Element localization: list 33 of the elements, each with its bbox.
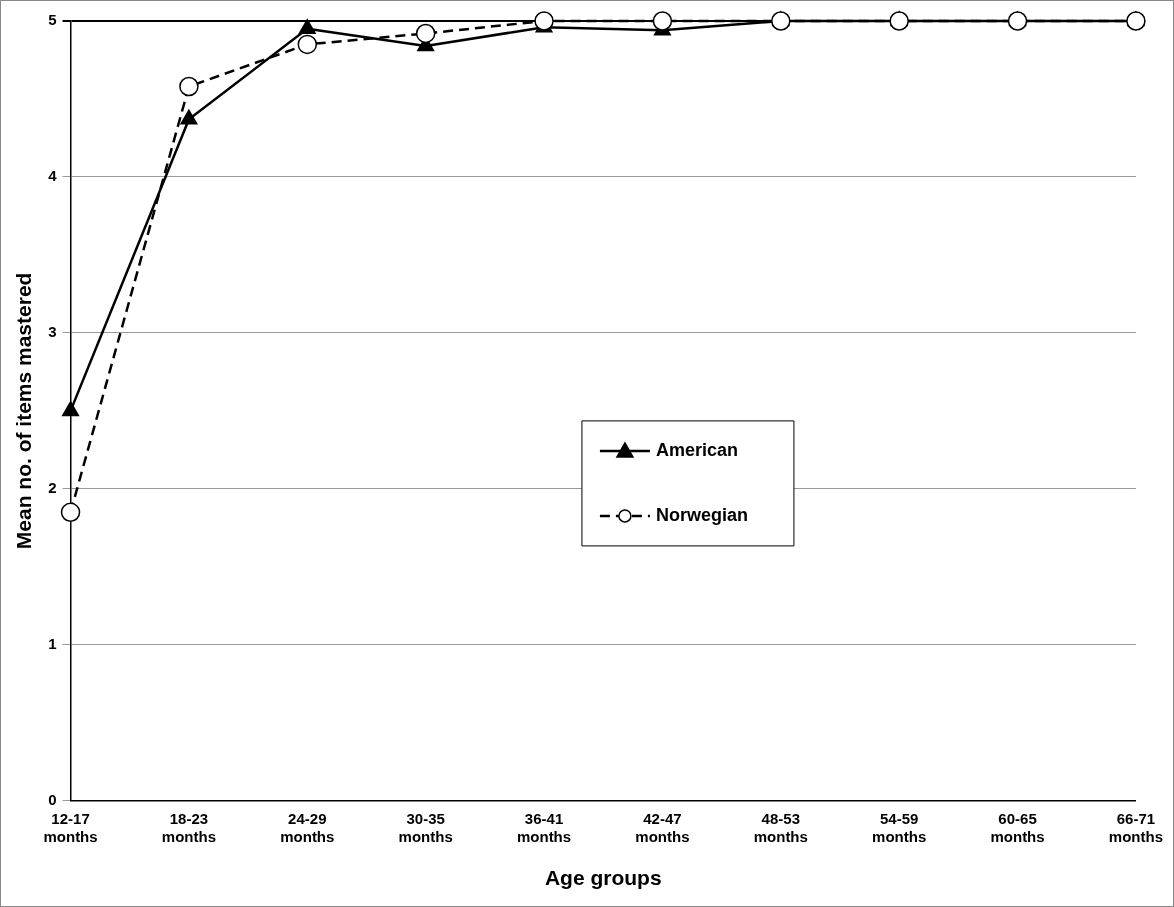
x-tick-label: 48-53 months — [753, 809, 808, 845]
x-tick-label: 60-65 months — [990, 809, 1045, 845]
y-tick-label: 4 — [48, 167, 58, 185]
y-axis-title: Mean no. of items mastered — [12, 272, 36, 550]
point — [180, 109, 198, 125]
x-tick-label: 12-17 months — [43, 809, 98, 845]
x-tick-label: 54-59 months — [872, 809, 927, 845]
x-tick-label: 42-47 months — [635, 809, 690, 845]
y-tick-label: 1 — [48, 634, 57, 652]
y-tick-label: 2 — [48, 479, 57, 497]
y-tick-label: 3 — [48, 323, 57, 341]
point — [534, 11, 554, 31]
point — [415, 23, 436, 44]
point — [652, 11, 673, 31]
point — [60, 502, 81, 523]
y-tick-label: 0 — [48, 790, 57, 808]
point — [297, 34, 318, 55]
point — [179, 76, 199, 97]
x-axis-title: Age groups — [544, 866, 662, 890]
x-tick-label: 36-41 months — [516, 809, 572, 845]
point — [771, 11, 791, 31]
legend-label: Norwegian — [655, 504, 748, 525]
point — [62, 401, 80, 417]
legend-label: American — [655, 439, 738, 460]
point — [889, 11, 909, 31]
x-tick-label: 66-71 months — [1108, 809, 1163, 845]
point — [1007, 11, 1028, 31]
x-tick-label: 18-23 months — [161, 809, 216, 845]
y-tick-label: 5 — [48, 11, 57, 29]
x-tick-label: 30-35 months — [398, 809, 453, 845]
point — [1126, 11, 1146, 31]
x-tick-label: 24-29 months — [280, 809, 335, 845]
point — [298, 19, 316, 35]
